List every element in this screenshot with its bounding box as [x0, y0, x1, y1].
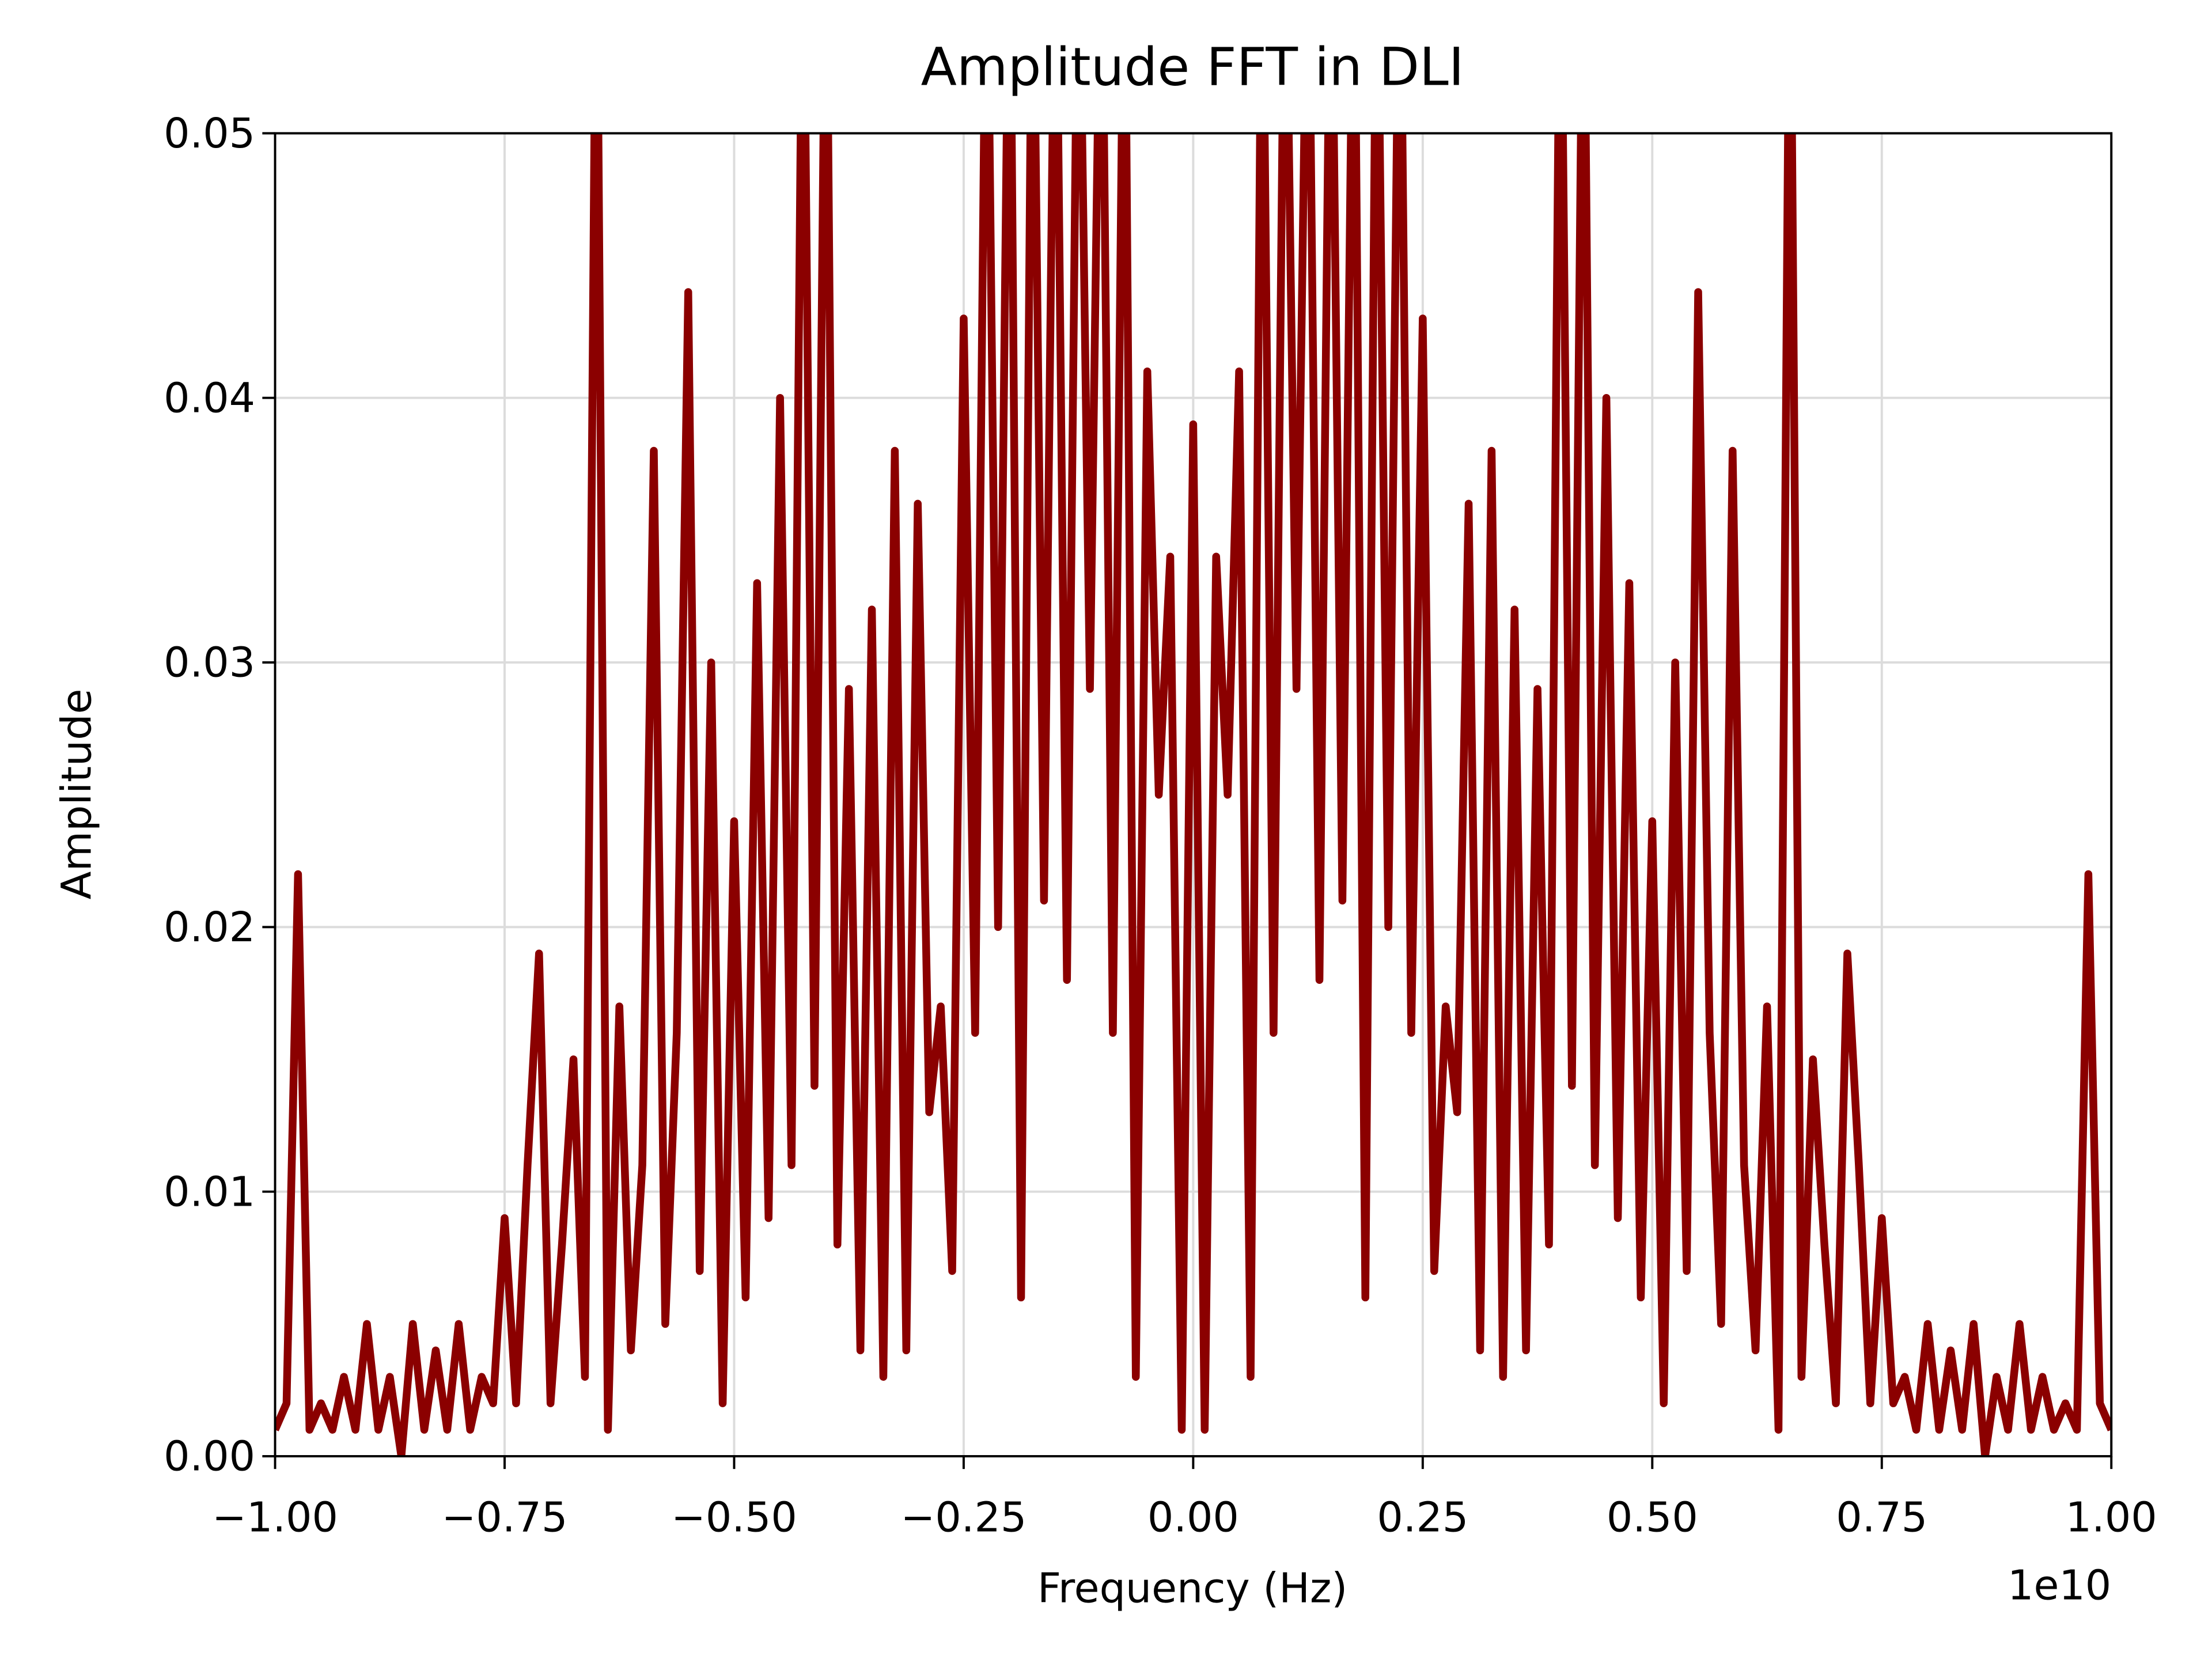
y-tick-label: 0.01	[164, 1168, 255, 1215]
x-tick-label: 1.00	[2066, 1493, 2157, 1541]
x-axis-label: Frequency (Hz)	[1037, 1565, 1347, 1612]
x-tick-label: 0.00	[1147, 1493, 1239, 1541]
plot-area	[275, 133, 2112, 1456]
x-tick-label: 0.25	[1377, 1493, 1468, 1541]
y-tick-label: 0.05	[164, 109, 255, 157]
y-axis-label: Amplitude	[53, 689, 101, 900]
ticks: −1.00 −0.75 −0.50 −0.25 0.00 0.25 0.50 0.75 1.00…	[164, 109, 2157, 1541]
y-tick-label: 0.04	[164, 374, 255, 422]
x-tick-label: −1.00	[212, 1493, 338, 1541]
y-tick-label: 0.02	[164, 903, 255, 951]
chart-title: Amplitude FFT in DLI	[921, 37, 1464, 98]
x-offset-text: 1e10	[2008, 1562, 2111, 1609]
y-tick-label: 0.03	[164, 639, 255, 687]
y-tick-label: 0.00	[164, 1433, 255, 1480]
x-tick-label: −0.50	[671, 1493, 797, 1541]
data-line	[275, 133, 2112, 1456]
x-tick-label: −0.75	[442, 1493, 568, 1541]
x-tick-label: 0.75	[1836, 1493, 1927, 1541]
x-tick-label: 0.50	[1607, 1493, 1698, 1541]
x-tick-label: −0.25	[901, 1493, 1027, 1541]
